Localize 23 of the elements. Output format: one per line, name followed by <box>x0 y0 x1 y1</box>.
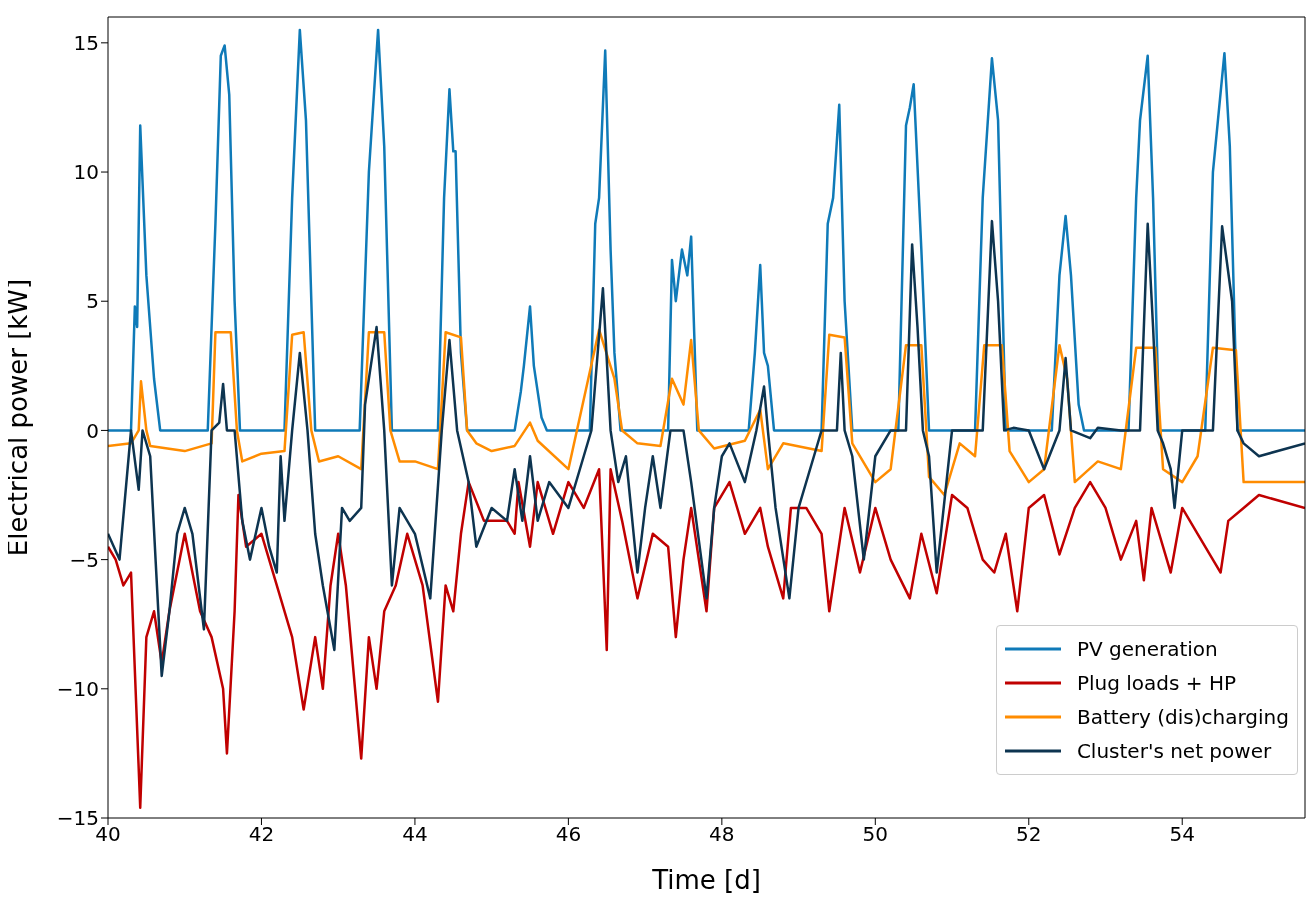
y-tick-label: 0 <box>86 418 99 443</box>
y-tick-label: 15 <box>73 30 99 55</box>
y-axis-title: Electrical power [kW] <box>3 278 34 557</box>
x-tick-label: 44 <box>402 822 428 847</box>
x-tick-label: 52 <box>1016 822 1042 847</box>
legend-label: PV generation <box>1076 637 1218 661</box>
legend-label: Battery (dis)charging <box>1076 705 1289 729</box>
y-tick-label: −5 <box>69 547 99 572</box>
x-tick-label: 48 <box>709 822 735 847</box>
y-tick-label: −10 <box>56 676 99 701</box>
y-tick-label: 10 <box>73 160 99 185</box>
legend-label: Plug loads + HP <box>1076 671 1236 695</box>
legend-label: Cluster's net power <box>1076 739 1272 763</box>
x-axis-title: Time [d] <box>651 865 761 895</box>
x-tick-label: 50 <box>862 822 889 847</box>
line-series <box>108 328 1305 497</box>
y-tick-label: 5 <box>86 289 99 314</box>
y-tick-label: −15 <box>56 806 99 831</box>
x-tick-label: 42 <box>248 822 275 847</box>
x-tick-label: 54 <box>1169 822 1195 847</box>
line-series <box>108 467 1305 809</box>
line-series <box>108 28 1305 432</box>
x-tick-label: 46 <box>555 822 582 847</box>
